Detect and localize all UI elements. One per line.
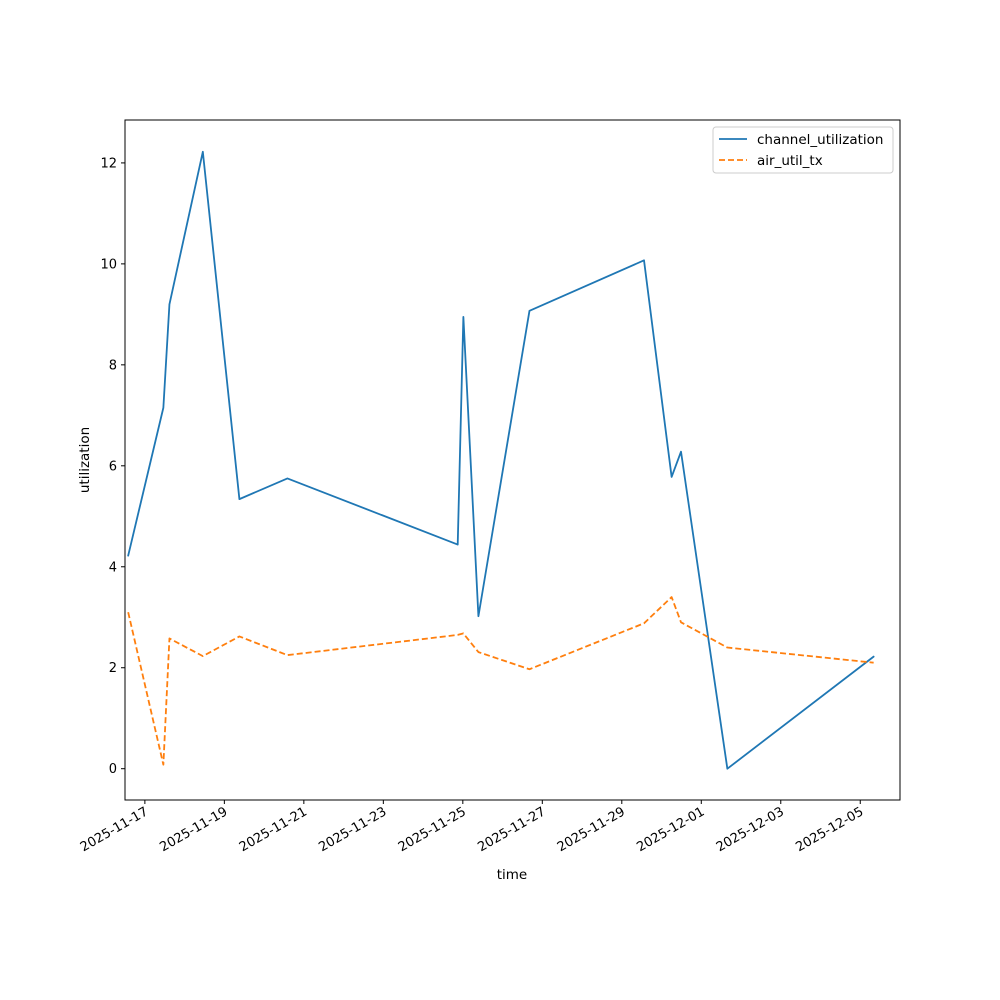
legend-label-air-util-tx: air_util_tx	[757, 153, 823, 169]
y-tick-label: 12	[100, 156, 117, 171]
plot-frame	[124, 119, 901, 801]
y-tick-label: 4	[109, 560, 117, 575]
y-tick-label: 0	[109, 762, 117, 777]
legend-box	[712, 126, 894, 174]
y-tick-label: 8	[109, 358, 117, 373]
legend-label-channel-utilization: channel_utilization	[757, 132, 884, 148]
y-axis: 0 2 4 6 8 10 12	[100, 156, 125, 777]
x-axis-title: time	[497, 867, 528, 883]
series-line-air-util-tx	[127, 596, 874, 766]
y-tick-label: 10	[100, 257, 117, 272]
series-line-channel-utilization	[127, 150, 875, 770]
legend: channel_utilization air_util_tx	[712, 126, 894, 174]
y-axis-title: utilization	[77, 427, 93, 493]
y-tick-label: 2	[109, 661, 117, 676]
series-layer	[127, 150, 875, 770]
y-tick-label: 6	[109, 459, 117, 474]
